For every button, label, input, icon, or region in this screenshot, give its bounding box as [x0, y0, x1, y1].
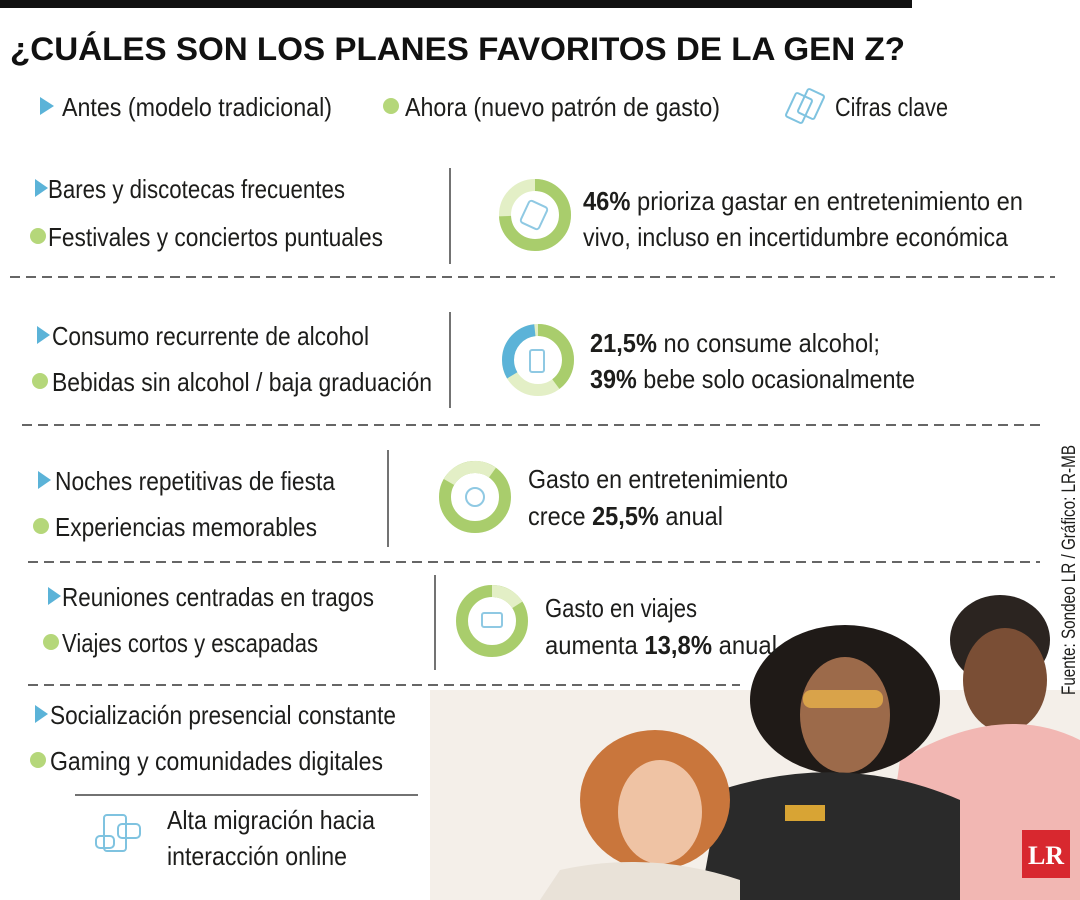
before-text: Socialización presencial constante: [50, 700, 396, 730]
source: Fuente: Sondeo LR / Gráfico: LR-MB: [1059, 445, 1080, 695]
stat-line: 46% prioriza gastar en entretenimiento e…: [583, 186, 1023, 216]
stat-text: anual: [712, 630, 777, 660]
donut-icon: [499, 179, 571, 251]
stat-figure: 39%: [590, 364, 637, 394]
logo-box: [1022, 830, 1070, 878]
ticket-icon: [785, 88, 825, 124]
after-text: Bebidas sin alcohol / baja graduación: [52, 367, 432, 397]
chat-icon: [95, 814, 141, 852]
stat-text: Gasto en viajes: [545, 593, 697, 623]
stat-text: no consume alcohol;: [657, 328, 880, 358]
note-text: interacción online: [167, 841, 347, 871]
donut-icon: [439, 461, 511, 533]
stat-figure: 46%: [583, 186, 630, 216]
before-text: Bares y discotecas frecuentes: [48, 174, 345, 204]
logo: LR: [1028, 841, 1064, 870]
after-dot: [30, 752, 46, 768]
stat-figure: 21,5%: [590, 328, 657, 358]
after-text: Gaming y comunidades digitales: [50, 746, 383, 776]
legend-after: Ahora (nuevo patrón de gasto): [405, 92, 720, 122]
after-text: Experiencias memorables: [55, 512, 317, 542]
after-text: Festivales y conciertos puntuales: [48, 222, 383, 252]
before-triangle: [38, 471, 51, 489]
stat-line: 21,5% no consume alcohol;: [590, 328, 880, 358]
donut-icon: [502, 324, 574, 396]
before-text: Noches repetitivas de fiesta: [55, 466, 335, 496]
stat-text: prioriza gastar en entretenimiento en: [630, 186, 1023, 216]
before-triangle: [48, 587, 61, 605]
donut-icon: [456, 585, 528, 657]
after-dot: [43, 634, 59, 650]
stat-text: anual: [659, 501, 723, 531]
stat-figure: 25,5%: [592, 501, 659, 531]
stat-text: Gasto en entretenimiento: [528, 464, 788, 494]
after-dot: [32, 373, 48, 389]
stat-line: aumenta 13,8% anual: [545, 630, 777, 660]
note-text: Alta migración hacia: [167, 805, 375, 835]
stat-text: vivo, incluso en incertidumbre económica: [583, 222, 1008, 252]
legend-before: Antes (modelo tradicional): [62, 92, 332, 122]
stat-text: bebe solo ocasionalmente: [637, 364, 915, 394]
stat-line: Gasto en entretenimiento: [528, 464, 788, 494]
before-text: Reuniones centradas en tragos: [62, 582, 374, 612]
stat-line: 39% bebe solo ocasionalmente: [590, 364, 915, 394]
before-triangle: [35, 705, 48, 723]
before-triangle: [35, 179, 48, 197]
legend-dot: [383, 98, 399, 114]
stat-line: vivo, incluso en incertidumbre económica: [583, 222, 1008, 252]
after-dot: [33, 518, 49, 534]
title: ¿CUÁLES SON LOS PLANES FAVORITOS DE LA G…: [10, 31, 905, 67]
legend-key: Cifras clave: [835, 92, 948, 122]
stat-text: crece: [528, 501, 592, 531]
stat-line: crece 25,5% anual: [528, 501, 723, 531]
before-triangle: [37, 326, 50, 344]
before-text: Consumo recurrente de alcohol: [52, 321, 369, 351]
stat-line: Gasto en viajes: [545, 593, 697, 623]
after-dot: [30, 228, 46, 244]
stat-text: aumenta: [545, 630, 644, 660]
top-bar: [0, 0, 912, 8]
legend-triangle: [40, 97, 54, 115]
stat-figure: 13,8%: [644, 630, 712, 660]
after-text: Viajes cortos y escapadas: [62, 628, 318, 658]
photo: [430, 595, 1080, 900]
